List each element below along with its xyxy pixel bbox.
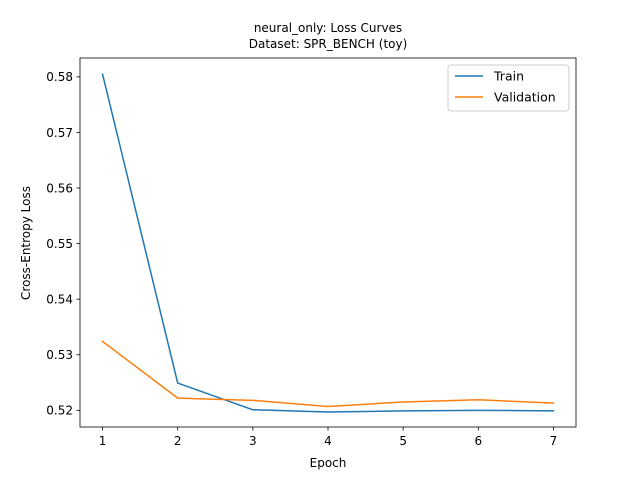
legend-train-label: Train [493,69,524,84]
y-tick-label: 0.52 [46,404,73,418]
y-tick-label: 0.55 [46,237,73,251]
x-tick-label: 7 [550,434,558,448]
x-axis-label: Epoch [310,456,347,470]
x-tick-label: 4 [324,434,332,448]
x-axis-ticks: 1 2 3 4 5 6 7 [99,427,558,448]
x-tick-label: 6 [474,434,482,448]
chart-title: neural_only: Loss Curves [254,21,402,35]
chart-subtitle: Dataset: SPR_BENCH (toy) [249,37,408,51]
x-tick-label: 5 [399,434,407,448]
y-tick-label: 0.56 [46,181,73,195]
y-axis-ticks: 0.52 0.53 0.54 0.55 0.56 0.57 0.58 [46,70,80,418]
y-tick-label: 0.57 [46,126,73,140]
y-tick-label: 0.58 [46,70,73,84]
series-lines [101,73,555,413]
x-tick-label: 3 [249,434,257,448]
x-tick-label: 2 [174,434,182,448]
series-line-validation [101,340,555,408]
plot-frame [79,57,577,428]
y-tick-label: 0.53 [46,348,73,362]
x-tick-label: 1 [99,434,107,448]
plot-area: 1 2 3 4 5 6 7 0.52 0.53 0.54 0.55 0.56 0.57 0.58 [46,57,577,448]
y-axis-label: Cross-Entropy Loss [19,186,33,300]
series-line-train [101,73,555,413]
legend-validation-label: Validation [494,90,556,105]
y-tick-label: 0.54 [46,292,73,306]
legend: Train Validation [447,64,570,112]
